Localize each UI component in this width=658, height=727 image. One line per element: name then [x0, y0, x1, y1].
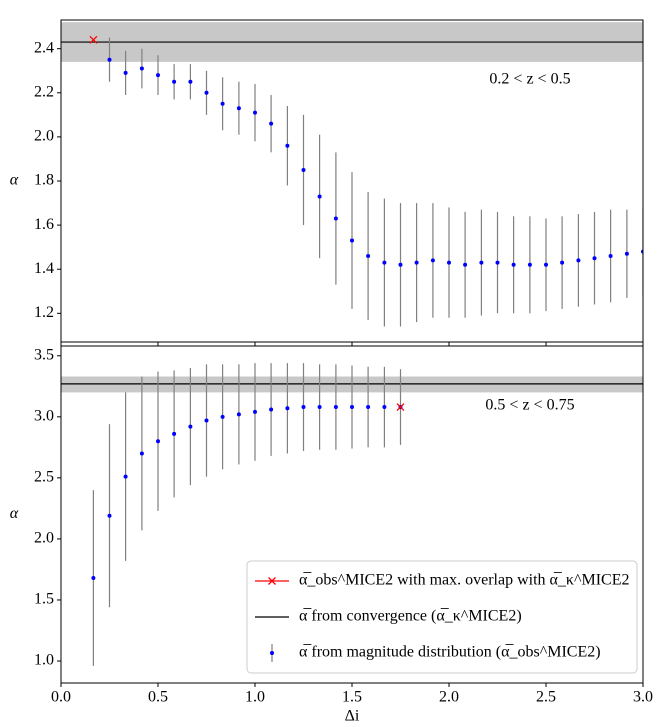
- x-tick-label: 1.5: [342, 689, 362, 706]
- data-point: [204, 418, 209, 423]
- y-tick-label: 1.6: [34, 216, 54, 233]
- data-point: [366, 253, 371, 258]
- data-point: [511, 262, 516, 267]
- y-tick-label: 2.5: [34, 469, 54, 486]
- data-point: [188, 79, 193, 84]
- y-tick-label: 1.4: [34, 260, 54, 277]
- data-point: [592, 256, 597, 261]
- data-point: [269, 407, 274, 412]
- data-point: [253, 409, 257, 414]
- data-point: [156, 439, 160, 444]
- x-tick-label: 3.0: [633, 689, 653, 706]
- data-point: [253, 110, 257, 115]
- data-point: [333, 216, 338, 221]
- data-point: [107, 513, 112, 518]
- y-tick-label: 2.0: [34, 530, 54, 547]
- legend-swatch: [268, 577, 276, 585]
- annotation: 0.5 < z < 0.75: [485, 397, 574, 414]
- data-point: [204, 90, 209, 95]
- data-point: [527, 262, 532, 267]
- plot-area: [61, 363, 643, 666]
- data-point: [366, 405, 371, 410]
- y-tick-label: 3.5: [34, 346, 54, 363]
- data-point: [236, 106, 241, 111]
- y-tick-label: 2.2: [34, 83, 54, 100]
- data-point: [123, 70, 128, 75]
- data-point: [430, 258, 435, 263]
- data-point: [463, 262, 468, 267]
- legend-box: [246, 560, 638, 674]
- x-axis-label: Δi: [345, 708, 360, 725]
- x-tick-label: 0.0: [51, 689, 71, 706]
- data-point: [107, 57, 112, 62]
- highlight-marker: [396, 403, 405, 412]
- data-point: [317, 405, 322, 410]
- data-point: [220, 101, 225, 106]
- y-tick-label: 1.5: [34, 591, 54, 608]
- data-point: [220, 414, 225, 419]
- y-tick-label: 3.0: [34, 407, 54, 424]
- highlight-marker: [89, 35, 98, 44]
- y-tick-label: 1.0: [34, 652, 54, 669]
- x-tick-label: 2.5: [536, 689, 556, 706]
- data-point: [350, 405, 354, 410]
- data-point: [123, 474, 128, 479]
- x-tick-label: 0.5: [148, 689, 168, 706]
- legend-label: α̅ from magnitude distribution (α̅_obs^M…: [299, 644, 601, 661]
- data-point: [479, 260, 484, 265]
- x-tick-label: 1.0: [245, 689, 265, 706]
- y-axis-label: α: [10, 172, 19, 189]
- data-point: [398, 262, 403, 267]
- legend-label: α̅ from convergence (α̅_κ^MICE2): [299, 608, 522, 625]
- data-point: [447, 260, 451, 265]
- y-axis-label: α: [10, 505, 19, 522]
- plot-area: [61, 22, 643, 327]
- data-point: [382, 260, 387, 265]
- data-point: [317, 194, 322, 199]
- data-point: [285, 143, 290, 148]
- y-tick-label: 1.2: [34, 304, 54, 321]
- data-point: [91, 575, 96, 580]
- data-point: [624, 251, 629, 256]
- data-point: [495, 260, 500, 265]
- data-point: [576, 258, 581, 263]
- data-point: [414, 260, 419, 265]
- x-tick-label: 2.0: [439, 689, 459, 706]
- data-point: [333, 405, 338, 410]
- data-point: [172, 431, 177, 436]
- data-point: [301, 405, 306, 410]
- legend-label: α̅_obs^MICE2 with max. overlap with α̅_κ…: [299, 572, 629, 589]
- data-point: [156, 73, 160, 78]
- data-point: [350, 238, 354, 243]
- data-point: [236, 412, 241, 417]
- data-point: [139, 451, 144, 456]
- y-tick-label: 1.8: [34, 172, 54, 189]
- annotation: 0.2 < z < 0.5: [489, 71, 570, 88]
- data-point: [269, 121, 274, 126]
- data-point: [188, 424, 193, 429]
- data-point: [560, 260, 565, 265]
- y-tick-label: 2.4: [34, 39, 54, 56]
- data-point: [608, 253, 613, 258]
- data-point: [382, 405, 387, 410]
- legend-swatch: [270, 651, 274, 655]
- data-point: [139, 66, 144, 71]
- data-point: [301, 167, 306, 172]
- data-point: [172, 79, 177, 84]
- y-tick-label: 2.0: [34, 128, 54, 145]
- data-point: [544, 262, 548, 267]
- data-point: [285, 406, 290, 411]
